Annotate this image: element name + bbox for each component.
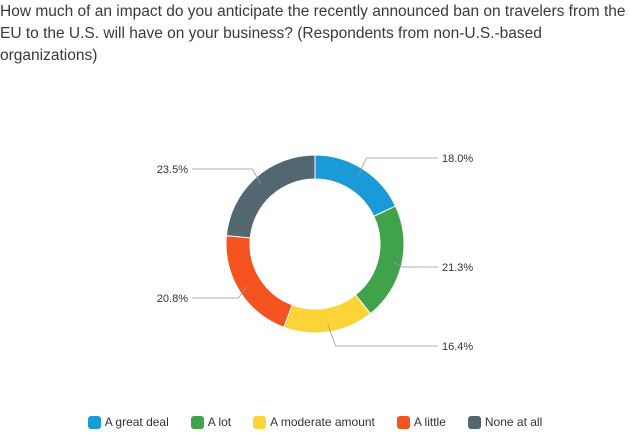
leader-line	[393, 262, 438, 268]
chart-title: How much of an impact do you anticipate …	[0, 3, 626, 64]
leader-line	[327, 323, 438, 347]
data-label: 18.0%	[442, 153, 473, 165]
legend-label: None at all	[484, 415, 543, 429]
legend-swatch	[253, 415, 267, 429]
legend-label: A little	[413, 415, 446, 429]
legend-swatch	[467, 415, 481, 429]
data-label: 16.4%	[442, 341, 473, 353]
legend-item: A moderate amount	[253, 415, 375, 429]
slice-a-lot	[354, 205, 405, 315]
leader-line	[192, 286, 247, 299]
slice-a-great-deal	[314, 154, 397, 217]
slice-none-at-all	[225, 154, 316, 239]
legend-label: A lot	[207, 415, 232, 429]
legend-swatch	[396, 415, 410, 429]
legend-swatch	[87, 415, 101, 429]
legend-label: A moderate amount	[270, 415, 375, 429]
legend-item: None at all	[467, 415, 543, 429]
legend-label: A great deal	[104, 415, 169, 429]
slice-a-moderate-amount	[283, 294, 372, 334]
data-label: 20.8%	[157, 293, 188, 305]
legend-item: A lot	[190, 415, 232, 429]
legend-item: A great deal	[87, 415, 169, 429]
data-label: 23.5%	[157, 164, 188, 176]
leader-line	[192, 168, 261, 185]
slice-a-little	[225, 235, 293, 328]
legend: A great deal A lot A moderate amount A litt…	[0, 415, 630, 429]
slice-labels: 18.0% 21.3% 16.4% 20.8% 23.5%	[157, 153, 474, 353]
leader-line	[358, 157, 438, 176]
leader-lines	[192, 157, 438, 347]
donut-slices	[225, 154, 405, 334]
legend-item: A little	[396, 415, 446, 429]
legend-swatch	[190, 415, 204, 429]
data-label: 21.3%	[442, 262, 473, 274]
